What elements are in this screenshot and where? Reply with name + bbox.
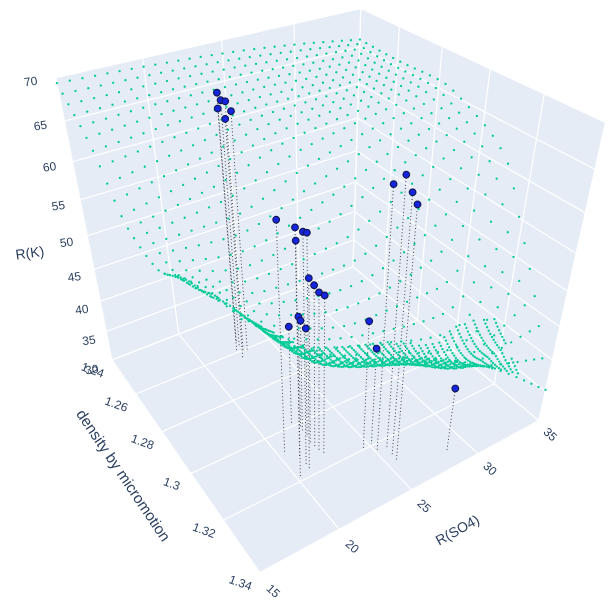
svg-text:35: 35 xyxy=(81,332,96,348)
svg-text:60: 60 xyxy=(42,159,57,175)
svg-text:45: 45 xyxy=(67,269,82,285)
svg-text:50: 50 xyxy=(59,234,74,250)
svg-text:1.3: 1.3 xyxy=(161,474,182,493)
svg-text:55: 55 xyxy=(51,198,66,214)
svg-text:40: 40 xyxy=(74,302,89,318)
svg-text:65: 65 xyxy=(33,118,48,134)
svg-text:30: 30 xyxy=(84,362,99,378)
svg-text:R(K): R(K) xyxy=(14,243,45,263)
svg-text:70: 70 xyxy=(23,74,38,90)
